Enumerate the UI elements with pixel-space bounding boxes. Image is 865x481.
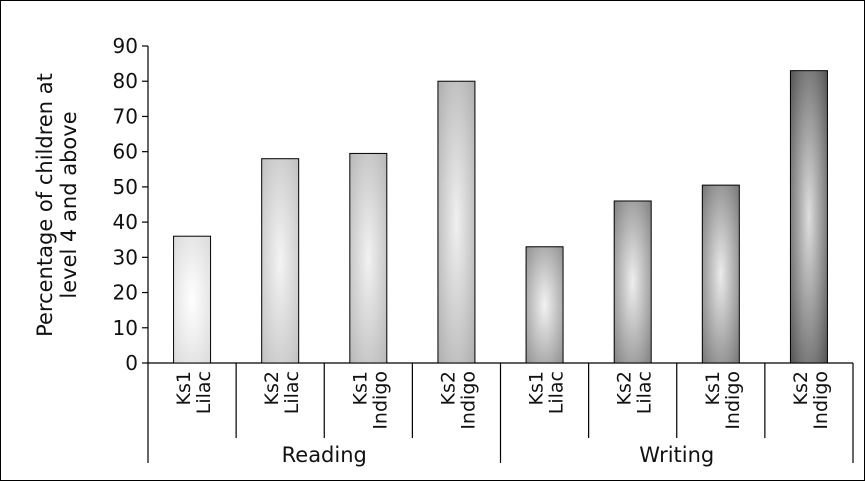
category-label-line: Ks1 bbox=[702, 371, 724, 405]
y-tick-label: 20 bbox=[113, 281, 138, 305]
bar bbox=[701, 184, 740, 364]
category-label-line: Indigo bbox=[457, 371, 479, 430]
y-tick-label: 90 bbox=[113, 34, 138, 58]
y-tick-label: 60 bbox=[113, 140, 138, 164]
category-label: Ks1Indigo bbox=[349, 371, 391, 430]
category-label: Ks1Indigo bbox=[702, 371, 744, 430]
category-label-line: Ks1 bbox=[349, 371, 371, 405]
y-tick-label: 40 bbox=[113, 210, 138, 234]
bar bbox=[437, 80, 476, 364]
category-label-line: Indigo bbox=[722, 371, 744, 430]
bar bbox=[349, 152, 388, 364]
category-label-line: Ks2 bbox=[437, 371, 459, 405]
category-label: Ks1Lilac bbox=[173, 371, 215, 414]
category-label-line: Ks2 bbox=[790, 371, 812, 405]
y-tick-label: 80 bbox=[113, 69, 138, 93]
y-tick-label: 30 bbox=[113, 245, 138, 269]
labels: 0 10 20 30 40 50 60 70 80 90 Percentage of childre… bbox=[33, 34, 832, 467]
group-label: Reading bbox=[282, 443, 367, 467]
bar bbox=[613, 200, 652, 364]
category-label-line: Indigo bbox=[810, 371, 832, 430]
y-tick-label: 70 bbox=[113, 104, 138, 128]
category-label-line: Ks1 bbox=[173, 371, 195, 405]
bar bbox=[525, 246, 564, 364]
bar bbox=[261, 158, 300, 364]
category-label-line: Lilac bbox=[193, 371, 215, 414]
category-label-line: Ks1 bbox=[526, 371, 548, 405]
bar bbox=[173, 235, 212, 364]
category-label-line: Lilac bbox=[546, 371, 568, 414]
category-label-line: Lilac bbox=[281, 371, 303, 414]
category-label-line: Ks2 bbox=[261, 371, 283, 405]
y-axis-title-line: Percentage of children at bbox=[33, 73, 57, 337]
category-label-line: Ks2 bbox=[614, 371, 636, 405]
y-tick-label: 0 bbox=[125, 351, 138, 375]
category-label: Ks2Indigo bbox=[790, 371, 832, 430]
axes bbox=[142, 45, 854, 463]
bar bbox=[789, 70, 828, 364]
category-label-line: Indigo bbox=[369, 371, 391, 430]
category-label-line: Lilac bbox=[634, 371, 656, 414]
y-tick-label: 50 bbox=[113, 175, 138, 199]
group-label: Writing bbox=[639, 443, 714, 467]
category-label: Ks2Lilac bbox=[614, 371, 656, 414]
bars bbox=[173, 70, 828, 364]
category-label: Ks2Indigo bbox=[437, 371, 479, 430]
y-tick-label: 10 bbox=[113, 316, 138, 340]
y-axis-title: Percentage of children atlevel 4 and abo… bbox=[33, 73, 81, 337]
y-axis-title-line: level 4 and above bbox=[57, 111, 81, 298]
category-label: Ks2Lilac bbox=[261, 371, 303, 414]
category-label: Ks1Lilac bbox=[526, 371, 568, 414]
